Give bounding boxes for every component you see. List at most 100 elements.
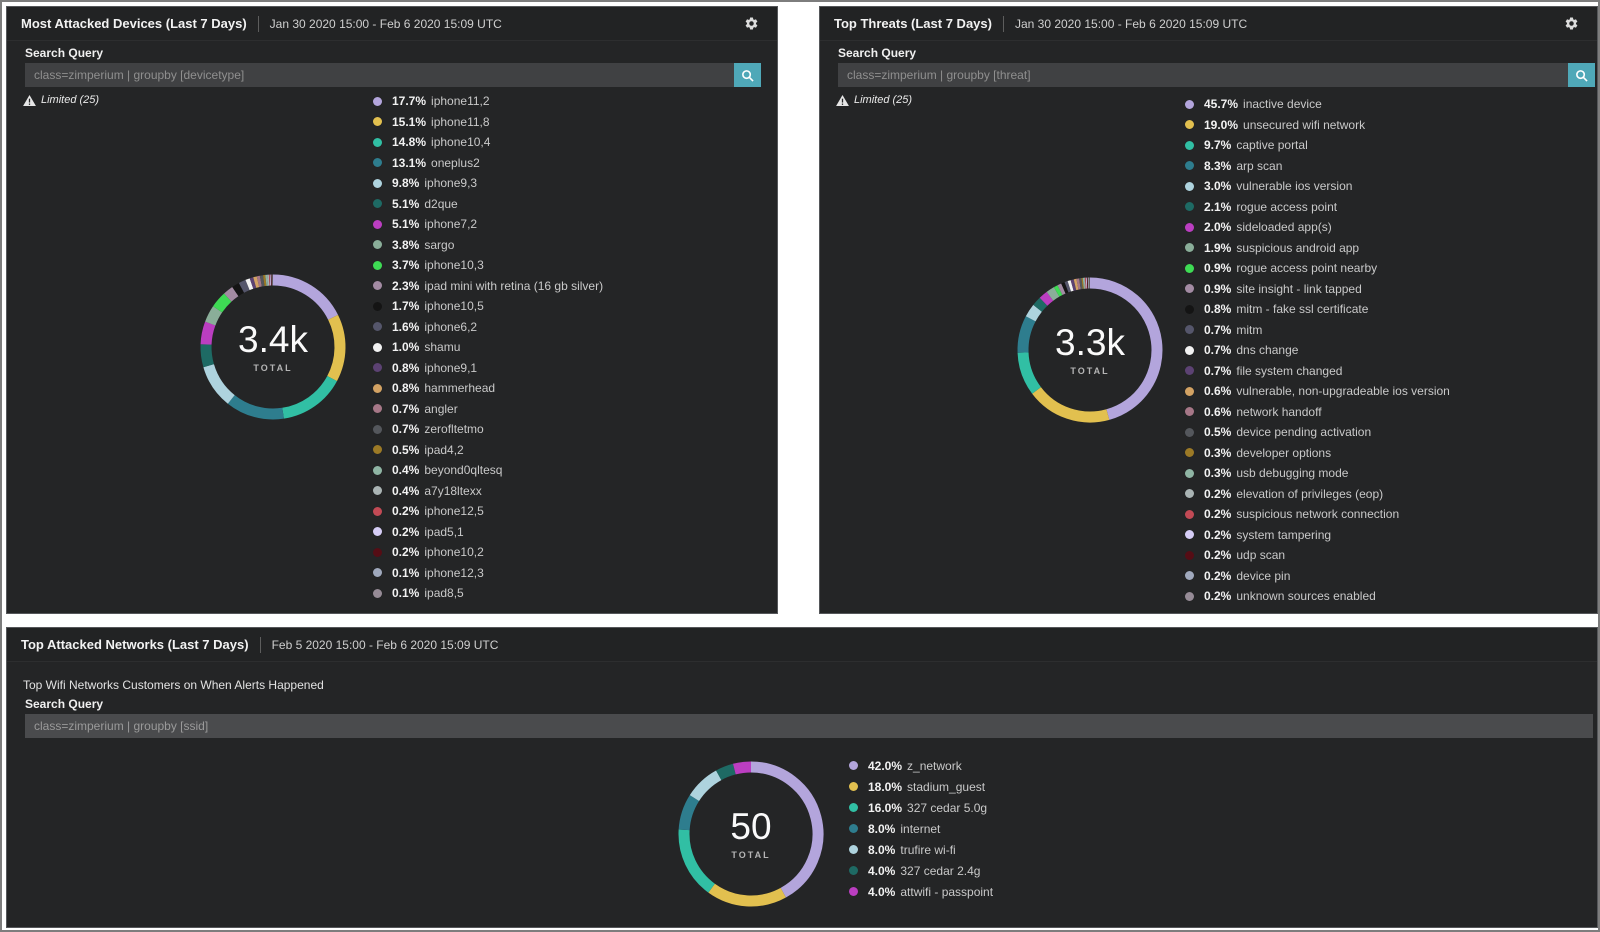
legend-color-dot — [1185, 222, 1194, 232]
legend-percent: 0.6% — [1204, 384, 1232, 399]
donut-segment[interactable] — [282, 375, 337, 419]
legend-percent: 0.7% — [392, 401, 420, 416]
donut-segment[interactable] — [1057, 283, 1066, 296]
donut-segment[interactable] — [1064, 281, 1072, 293]
search-query-label: Search Query — [838, 46, 917, 60]
legend-color-dot — [373, 383, 382, 393]
legend-color-dot — [373, 219, 382, 229]
donut-segment[interactable] — [245, 278, 254, 291]
donut-segment[interactable] — [716, 763, 736, 781]
search-input[interactable] — [25, 63, 734, 87]
legend-item: 0.3% developer options — [1185, 443, 1450, 464]
donut-segment[interactable] — [249, 277, 257, 289]
donut-segment[interactable] — [238, 279, 250, 293]
donut-segment[interactable] — [1089, 277, 1163, 420]
donut-segment[interactable] — [678, 795, 700, 831]
donut-segment[interactable] — [1053, 285, 1063, 297]
donut-segment[interactable] — [1017, 316, 1036, 353]
donut-segment[interactable] — [200, 321, 216, 345]
legend-color-dot — [849, 845, 858, 854]
donut-segment[interactable] — [1070, 279, 1077, 291]
donut-segment[interactable] — [227, 394, 284, 420]
legend-color-dot — [1185, 591, 1194, 601]
legend-label: site insight - link tapped — [1236, 281, 1362, 296]
legend-percent: 0.4% — [392, 483, 420, 498]
legend-percent: 0.8% — [1204, 302, 1232, 317]
legend-item: 14.8% iphone10,4 — [373, 132, 603, 153]
donut-segment[interactable] — [1067, 280, 1074, 292]
donut-segment[interactable] — [224, 287, 239, 302]
donut-segment[interactable] — [678, 829, 716, 893]
donut-segment[interactable] — [232, 283, 245, 297]
legend-percent: 9.8% — [392, 176, 420, 191]
legend-color-dot — [849, 887, 858, 896]
search-input[interactable] — [838, 63, 1568, 87]
header-divider — [257, 15, 259, 32]
legend-label: 327 cedar 2.4g — [900, 863, 981, 878]
legend-label: iphone11,8 — [431, 114, 490, 129]
search-button[interactable] — [1568, 63, 1595, 87]
legend-item: 0.2% suspicious network connection — [1185, 504, 1450, 525]
legend-percent: 0.2% — [1204, 568, 1232, 583]
donut-segment[interactable] — [256, 275, 262, 288]
legend-item: 0.7% dns change — [1185, 340, 1450, 361]
legend-label: iphone10,2 — [424, 545, 484, 560]
legend-label: internet — [900, 821, 941, 836]
legend-label: 327 cedar 5.0g — [907, 800, 988, 815]
gear-icon[interactable] — [744, 16, 759, 31]
legend-color-dot — [849, 782, 858, 791]
search-icon — [1576, 69, 1588, 82]
donut-segment[interactable] — [327, 314, 346, 382]
donut-segment[interactable] — [1061, 282, 1069, 294]
donut-segment[interactable] — [203, 363, 235, 404]
donut-segment[interactable] — [732, 761, 752, 775]
legend-label: developer options — [1236, 445, 1332, 460]
widget-title: Top Attacked Networks (Last 7 Days) — [21, 637, 249, 652]
legend-percent: 8.3% — [1204, 158, 1232, 173]
donut-segment[interactable] — [213, 293, 232, 313]
donut-segment[interactable] — [1017, 352, 1042, 394]
legend-percent: 19.0% — [1204, 117, 1239, 132]
legend-item: 9.7% captive portal — [1185, 135, 1450, 156]
donut-segment[interactable] — [1025, 304, 1042, 322]
donut-segment[interactable] — [253, 276, 260, 288]
legend-item: 0.4% a7y18ltexx — [373, 481, 603, 502]
donut-segment[interactable] — [1032, 386, 1110, 423]
legend-item: 0.1% iphone12,3 — [373, 563, 603, 584]
legend-color-dot — [373, 506, 382, 516]
legend-item: 8.0% trufire wi-fi — [849, 839, 993, 860]
donut-chart[interactable]: 3.3k TOTAL — [990, 250, 1190, 450]
legend-label: mitm - fake ssl certificate — [1236, 302, 1369, 317]
donut-chart[interactable]: 50 TOTAL — [651, 734, 851, 927]
legend-color-dot — [1185, 99, 1194, 109]
legend-color-dot — [849, 866, 858, 875]
legend-label: iphone9,1 — [424, 360, 478, 375]
date-range: Jan 30 2020 15:00 - Feb 6 2020 15:09 UTC — [269, 16, 502, 31]
search-button[interactable] — [734, 63, 761, 87]
legend-percent: 0.6% — [1204, 404, 1232, 419]
donut-chart[interactable]: 3.4k TOTAL — [173, 247, 373, 447]
widget-top-attacked-networks: Top Attacked Networks (Last 7 Days) Feb … — [6, 627, 1598, 928]
donut-segment[interactable] — [200, 344, 214, 368]
limited-text: Limited (25) — [41, 94, 100, 106]
donut-segment[interactable] — [689, 770, 722, 802]
donut-segment[interactable] — [272, 274, 339, 320]
donut-segment[interactable] — [750, 761, 824, 898]
search-bar — [838, 63, 1595, 87]
gear-icon[interactable] — [1564, 16, 1579, 31]
warning-triangle-icon — [836, 94, 849, 106]
legend-label: sideloaded app(s) — [1236, 220, 1332, 235]
widget-title: Top Threats (Last 7 Days) — [834, 16, 992, 31]
donut-segment[interactable] — [1046, 287, 1060, 301]
donut-segment[interactable] — [1073, 278, 1079, 291]
donut-segment[interactable] — [205, 306, 223, 326]
donut-segment[interactable] — [1033, 297, 1048, 312]
legend-item: 0.8% mitm - fake ssl certificate — [1185, 299, 1450, 320]
donut-segment[interactable] — [1039, 291, 1054, 306]
legend-item: 0.7% file system changed — [1185, 361, 1450, 382]
donut-segment[interactable] — [708, 883, 786, 907]
legend-label: ipad8,5 — [424, 586, 464, 601]
legend-percent: 4.0% — [868, 863, 896, 878]
legend-color-dot — [373, 404, 382, 414]
search-input[interactable] — [25, 714, 1593, 738]
